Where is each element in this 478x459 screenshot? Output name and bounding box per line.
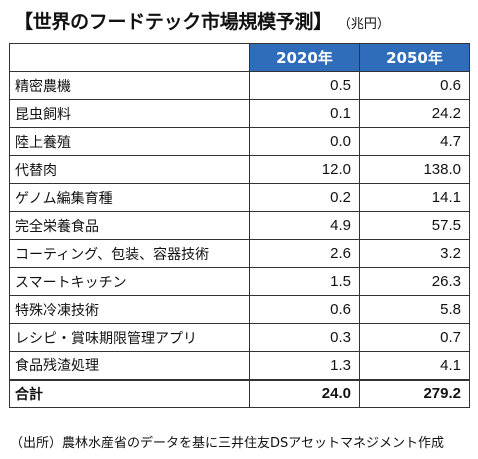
market-size-table: 2020年 2050年 精密農機 0.5 0.6 昆虫飼料 0.1 24.2 陸…	[9, 43, 470, 408]
table-row: 代替肉 12.0 138.0	[9, 155, 470, 184]
value-2020: 0.0	[249, 127, 360, 156]
table-row: 食品残渣処理 1.3 4.1	[9, 351, 470, 380]
value-2050: 0.7	[359, 323, 470, 352]
value-2050: 24.2	[359, 99, 470, 128]
title-row: 【世界のフードテック市場規模予測】 （兆円）	[14, 7, 390, 35]
table-header-row: 2020年 2050年	[9, 43, 470, 72]
row-label: レシピ・賞味期限管理アプリ	[9, 323, 250, 352]
row-label: 昆虫飼料	[9, 99, 250, 128]
table-row: 特殊冷凍技術 0.6 5.8	[9, 295, 470, 324]
value-2020: 0.6	[249, 295, 360, 324]
header-corner-cell	[9, 43, 250, 72]
row-label: スマートキッチン	[9, 267, 250, 296]
row-label: 代替肉	[9, 155, 250, 184]
value-2050: 26.3	[359, 267, 470, 296]
unit-label: （兆円）	[337, 17, 390, 32]
value-2050: 5.8	[359, 295, 470, 324]
header-2050: 2050年	[359, 43, 470, 72]
row-label: 完全栄養食品	[9, 211, 250, 240]
source-note: （出所）農林水産省のデータを基に三井住友DSアセットマネジメント作成	[10, 436, 445, 451]
row-label: 精密農機	[9, 71, 250, 100]
table-row: 昆虫飼料 0.1 24.2	[9, 99, 470, 128]
table-row: 陸上養殖 0.0 4.7	[9, 127, 470, 156]
row-label: 陸上養殖	[9, 127, 250, 156]
table-row: 精密農機 0.5 0.6	[9, 71, 470, 100]
header-2020: 2020年	[249, 43, 360, 72]
total-2020: 24.0	[249, 378, 360, 408]
table-row: コーティング、包装、容器技術 2.6 3.2	[9, 239, 470, 268]
value-2020: 12.0	[249, 155, 360, 184]
value-2020: 0.5	[249, 71, 360, 100]
value-2020: 0.3	[249, 323, 360, 352]
page-title: 【世界のフードテック市場規模予測】	[14, 11, 332, 33]
value-2050: 4.7	[359, 127, 470, 156]
value-2020: 0.2	[249, 183, 360, 212]
row-label: コーティング、包装、容器技術	[9, 239, 250, 268]
row-label: 特殊冷凍技術	[9, 295, 250, 324]
value-2050: 0.6	[359, 71, 470, 100]
value-2050: 57.5	[359, 211, 470, 240]
value-2020: 1.3	[249, 351, 360, 380]
value-2020: 2.6	[249, 239, 360, 268]
row-label: ゲノム編集育種	[9, 183, 250, 212]
value-2020: 4.9	[249, 211, 360, 240]
table-row: ゲノム編集育種 0.2 14.1	[9, 183, 470, 212]
total-label: 合計	[9, 378, 250, 408]
value-2050: 14.1	[359, 183, 470, 212]
total-row: 合計 24.0 279.2	[9, 378, 470, 408]
value-2050: 138.0	[359, 155, 470, 184]
value-2020: 1.5	[249, 267, 360, 296]
value-2050: 3.2	[359, 239, 470, 268]
table-row: スマートキッチン 1.5 26.3	[9, 267, 470, 296]
row-label: 食品残渣処理	[9, 351, 250, 380]
total-2050: 279.2	[359, 378, 470, 408]
value-2050: 4.1	[359, 351, 470, 380]
value-2020: 0.1	[249, 99, 360, 128]
table-row: 完全栄養食品 4.9 57.5	[9, 211, 470, 240]
table-row: レシピ・賞味期限管理アプリ 0.3 0.7	[9, 323, 470, 352]
